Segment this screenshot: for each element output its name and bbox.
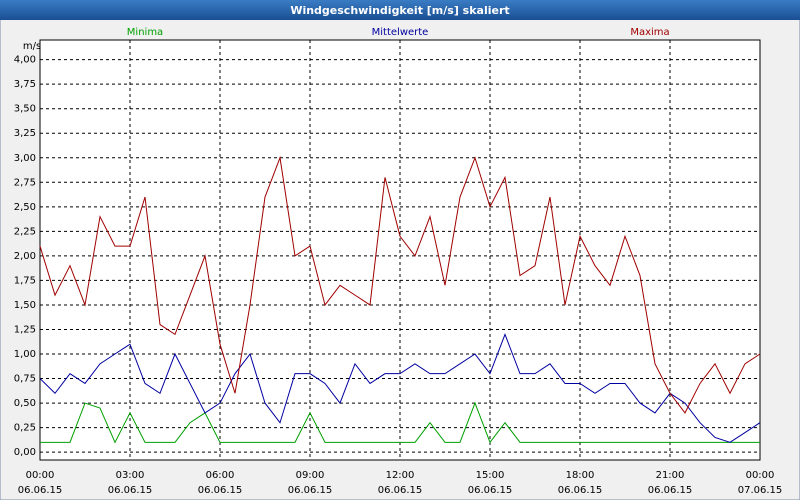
x-tick-date: 06.06.15	[378, 485, 423, 496]
x-tick-date: 07.06.15	[738, 485, 783, 496]
legend-entry: Maxima	[630, 27, 669, 38]
x-tick-date: 06.06.15	[558, 485, 603, 496]
x-tick-date: 06.06.15	[108, 485, 153, 496]
x-tick-label: 00:00	[746, 470, 775, 481]
x-tick-label: 15:00	[476, 470, 505, 481]
y-tick-label: 0,00	[14, 447, 36, 458]
y-tick-label: 0,25	[14, 423, 36, 434]
x-tick-label: 06:00	[206, 470, 235, 481]
y-tick-label: 2,75	[14, 177, 36, 188]
y-tick-label: 3,75	[14, 79, 36, 90]
series-line	[40, 401, 760, 444]
y-tick-label: 2,25	[14, 226, 36, 237]
x-tick-date: 06.06.15	[198, 485, 243, 496]
x-tick-label: 09:00	[296, 470, 325, 481]
y-tick-label: 3,25	[14, 128, 36, 139]
series-line	[39, 332, 761, 443]
y-tick-label: 1,50	[14, 300, 36, 311]
y-tick-label: 0,75	[14, 374, 36, 385]
series-line	[39, 155, 761, 414]
title-bar	[0, 0, 800, 20]
x-tick-label: 21:00	[656, 470, 685, 481]
legend-entry: Minima	[127, 27, 163, 38]
y-tick-label: 3,50	[14, 104, 36, 115]
x-tick-date: 06.06.15	[648, 485, 693, 496]
y-tick-label: 1,00	[14, 349, 36, 360]
x-tick-label: 03:00	[116, 470, 145, 481]
legend-entry: Mittelwerte	[372, 27, 429, 38]
y-unit: m/s	[23, 41, 41, 52]
chart-title: Windgeschwindigkeit [m/s] skaliert	[290, 4, 509, 17]
x-tick-date: 06.06.15	[288, 485, 333, 496]
y-tick-label: 2,50	[14, 202, 36, 213]
x-tick-date: 06.06.15	[468, 485, 513, 496]
x-tick-label: 00:00	[26, 470, 55, 481]
y-tick-label: 2,00	[14, 251, 36, 262]
x-tick-label: 12:00	[386, 470, 415, 481]
y-tick-label: 4,00	[14, 55, 36, 66]
x-tick-date: 06.06.15	[18, 485, 63, 496]
y-tick-label: 3,00	[14, 153, 36, 164]
y-tick-label: 1,75	[14, 275, 36, 286]
y-tick-label: 1,25	[14, 324, 36, 335]
x-tick-label: 18:00	[566, 470, 595, 481]
y-tick-label: 0,50	[14, 398, 36, 409]
